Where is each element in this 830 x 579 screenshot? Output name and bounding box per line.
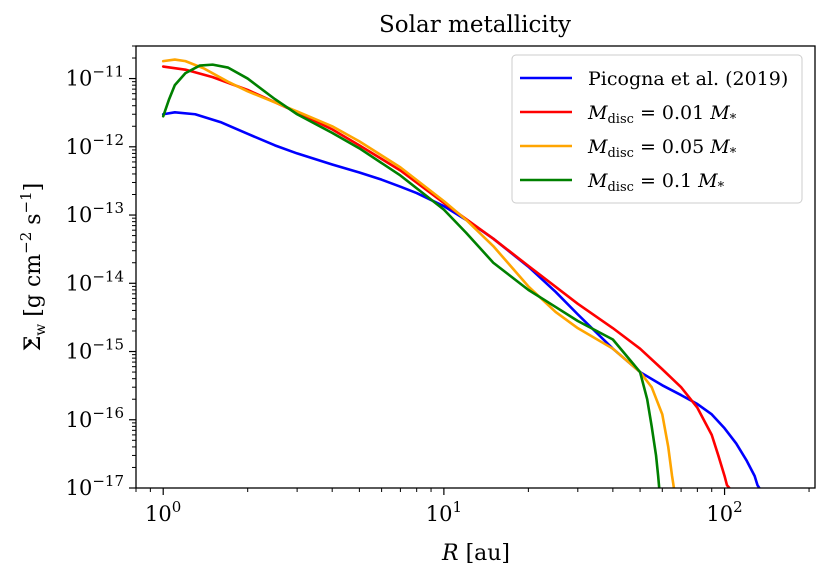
series-line-3 bbox=[161, 63, 661, 488]
legend-label-0: Picogna et al. (2019) bbox=[588, 68, 788, 90]
legend-label-2: Mdisc = 0.05 M* bbox=[587, 136, 737, 161]
series-line-2 bbox=[161, 58, 676, 488]
y-tick-label: 10−11 bbox=[66, 63, 124, 91]
y-tick-label: 10−13 bbox=[66, 199, 124, 227]
x-axis-label: R [au] bbox=[441, 541, 510, 566]
y-tick-label: 10−15 bbox=[66, 336, 124, 364]
y-tick-label: 10−17 bbox=[66, 472, 124, 500]
legend: Picogna et al. (2019) Mdisc = 0.01 M* Mdis… bbox=[511, 54, 803, 204]
legend-label-3: Mdisc = 0.1 M* bbox=[587, 170, 725, 195]
chart-title: Solar metallicity bbox=[379, 12, 571, 38]
series-layer bbox=[161, 58, 761, 488]
legend-box bbox=[511, 54, 803, 204]
svg-text:Σw [g cm−2 s−1]: Σw [g cm−2 s−1] bbox=[17, 183, 49, 352]
ticks-layer: 100 101 102 10−17 10−16 10−15 10−14 10−13 10−12 1… bbox=[66, 45, 810, 526]
y-tick-label: 10−12 bbox=[66, 131, 124, 159]
y-tick-label: 10−14 bbox=[66, 267, 124, 295]
y-axis-label: Σw [g cm−2 s−1] bbox=[17, 183, 49, 352]
legend-label-1: Mdisc = 0.01 M* bbox=[587, 102, 737, 127]
y-tick-label: 10−16 bbox=[66, 404, 124, 432]
plot-frame bbox=[135, 45, 816, 489]
x-tick-label: 102 bbox=[706, 498, 742, 526]
sigma-dot bbox=[28, 339, 32, 343]
x-tick-label: 100 bbox=[145, 498, 181, 526]
x-tick-label: 101 bbox=[426, 498, 462, 526]
